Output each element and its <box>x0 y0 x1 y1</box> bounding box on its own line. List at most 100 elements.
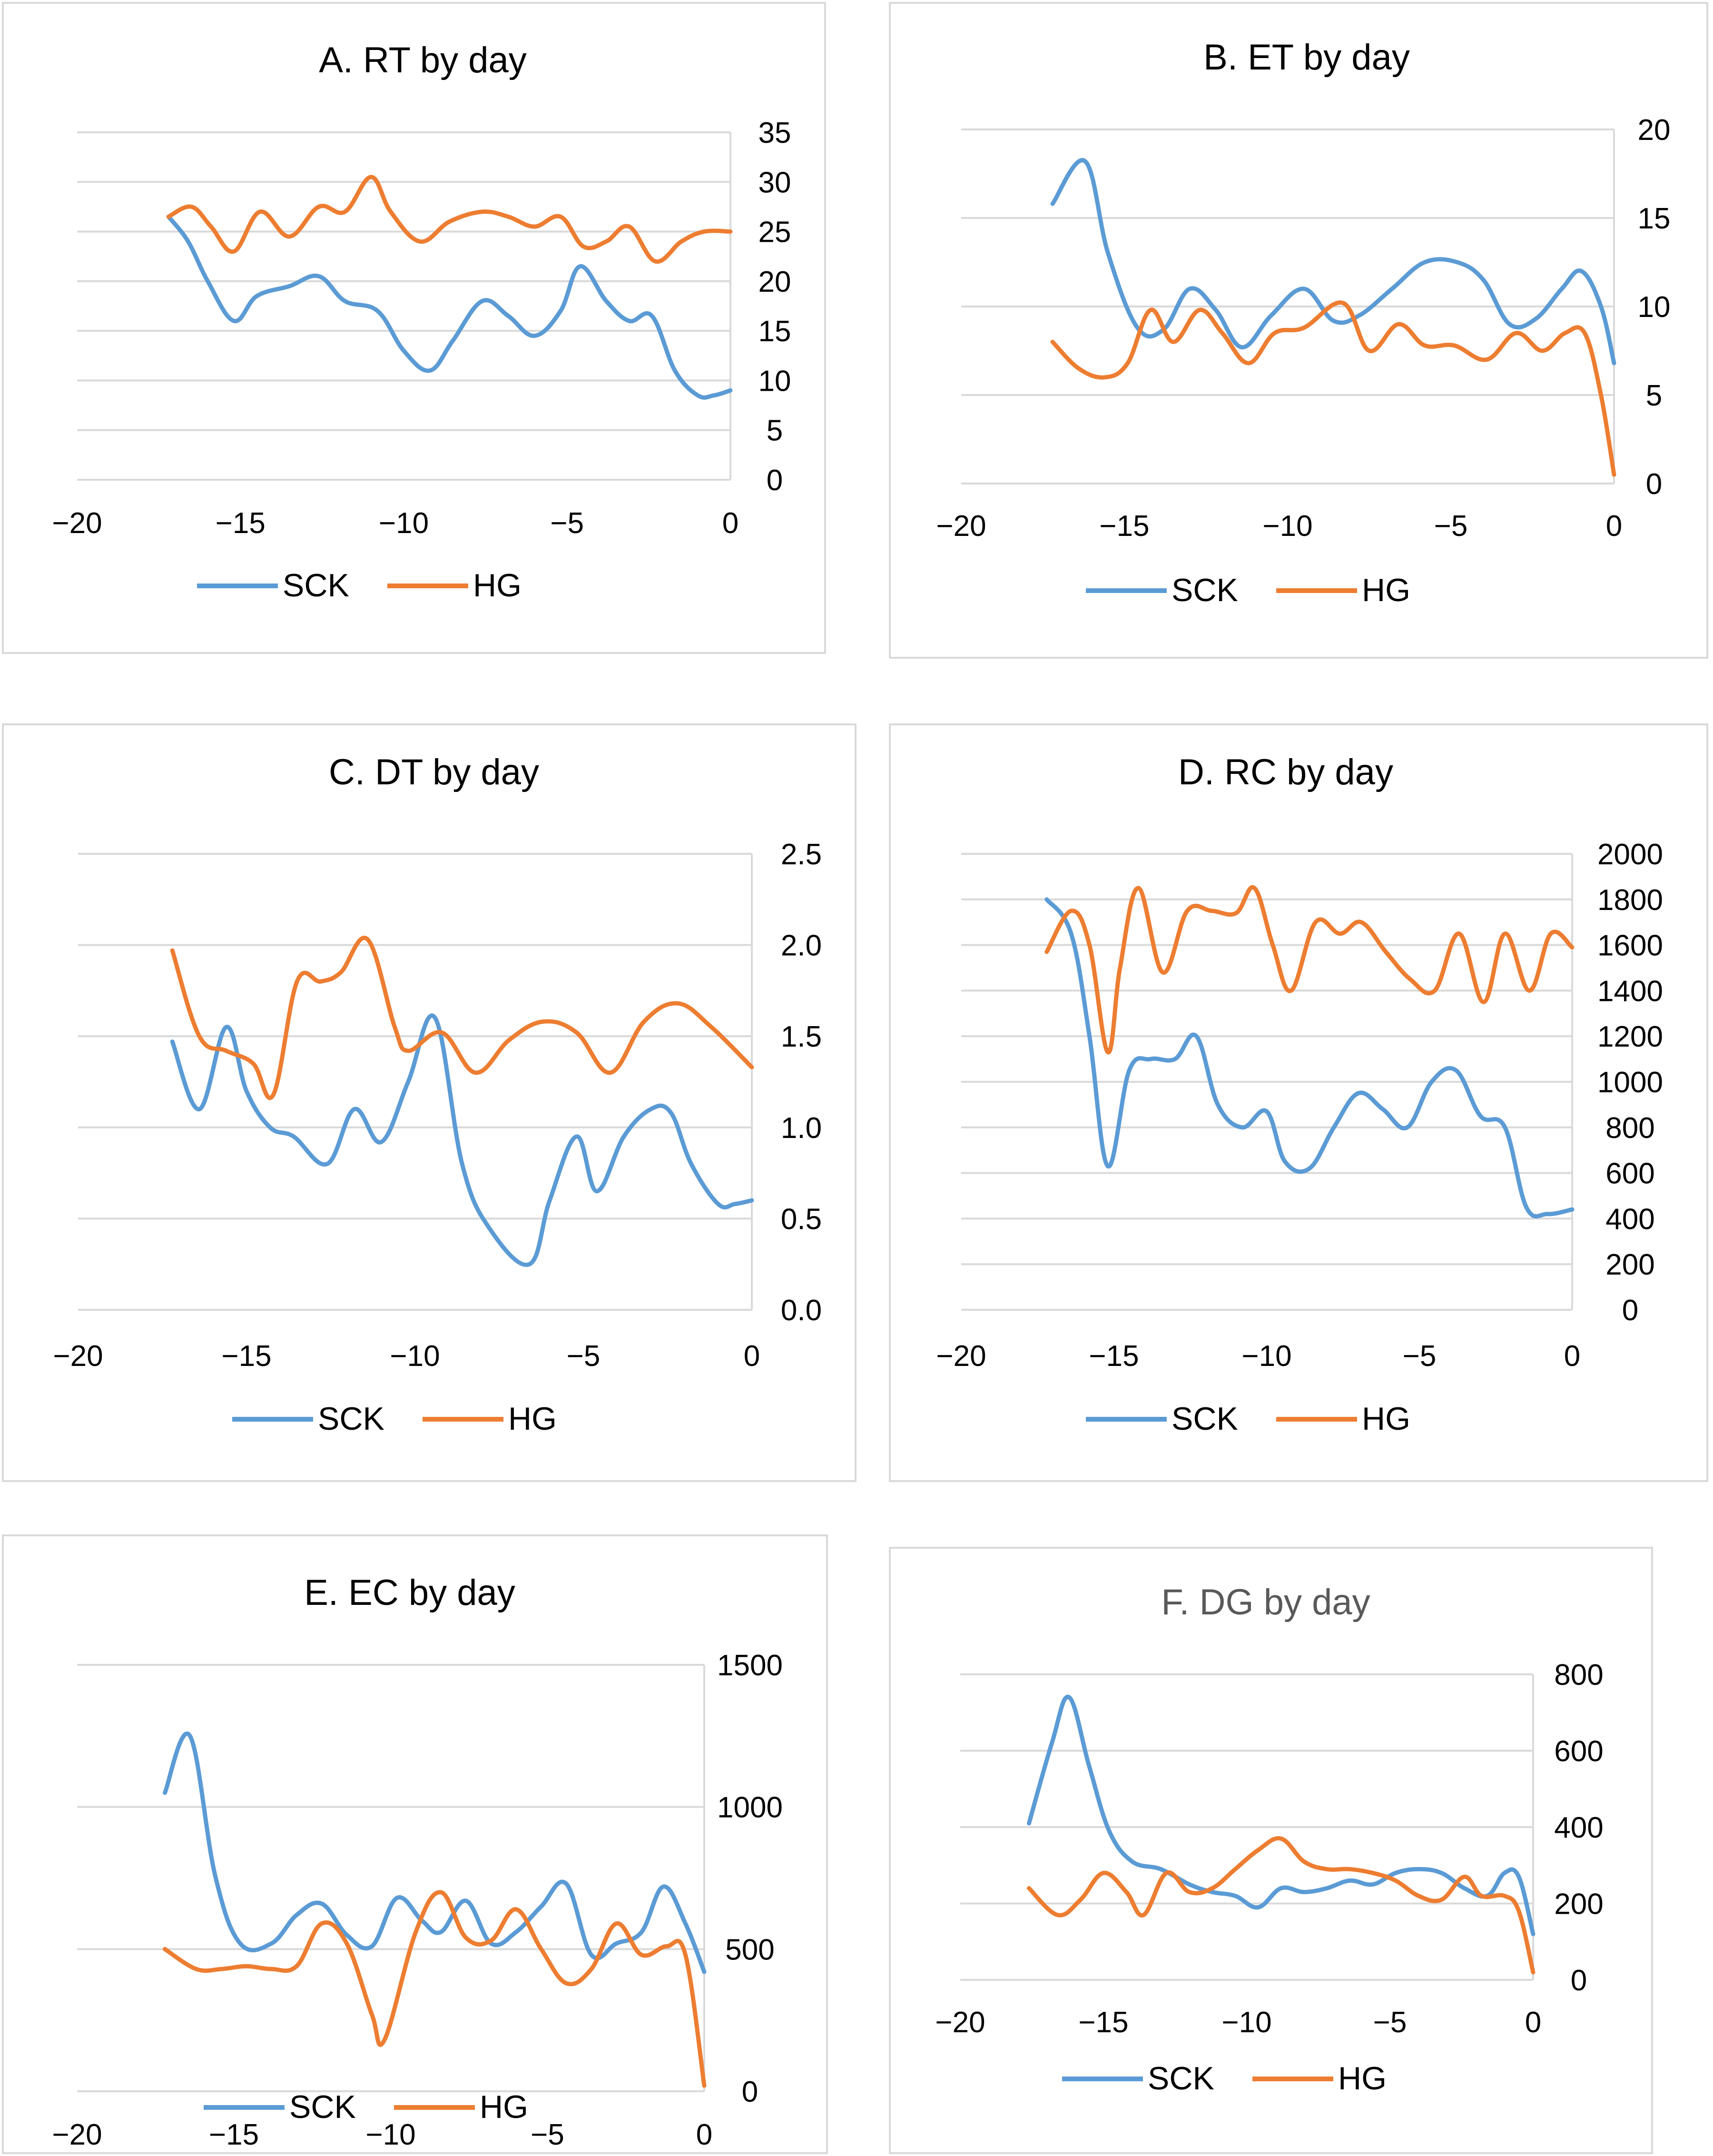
y-tick-label: 800 <box>1554 1659 1603 1691</box>
chart-svg-rc: D. RC by day 0 200 400 600 800 1000 1200 1400 160… <box>936 752 1663 1437</box>
y-tick-label: 0.5 <box>781 1203 822 1236</box>
y-tick-label: 200 <box>1605 1248 1654 1281</box>
chart-svg-rt: A. RT by day 0 5 10 15 20 25 30 35 −20 −15 −10 −5 0 SC… <box>52 40 791 603</box>
series-line-sck <box>166 214 733 400</box>
x-tick-label: −15 <box>1078 2006 1128 2039</box>
x-tick-label: 0 <box>696 2118 712 2151</box>
y-tick-label: 10 <box>758 365 791 397</box>
y-tick-label: 15 <box>1638 202 1671 235</box>
x-tick-label: −15 <box>1089 1340 1139 1373</box>
x-tick-label: −20 <box>53 1340 103 1373</box>
chart-panel-dt: C. DT by day 0.0 0.5 1.0 1.5 2.0 2.5 −20 −15 −10 −… <box>2 723 856 1482</box>
y-tick-label: 5 <box>767 415 783 447</box>
legend-label-sck: SCK <box>283 567 349 603</box>
series-line-hg <box>163 1890 707 2088</box>
y-tick-label: 600 <box>1605 1157 1654 1190</box>
chart-panel-rt: A. RT by day 0 5 10 15 20 25 30 35 −20 −15 −10 −5 0 SC… <box>2 2 826 654</box>
series-line-sck <box>1044 897 1575 1219</box>
y-tick-label: 1000 <box>717 1791 783 1824</box>
y-tick-label: 200 <box>1554 1888 1603 1921</box>
legend-label-hg: HG <box>1362 1401 1410 1437</box>
x-tick-label: −10 <box>379 507 429 540</box>
y-tick-label: 1800 <box>1597 884 1663 917</box>
legend-label-sck: SCK <box>289 2089 356 2125</box>
y-tick-label: 20 <box>1638 114 1671 147</box>
y-tick-label: 25 <box>758 216 791 249</box>
y-tick-label: 0 <box>742 2076 758 2108</box>
x-tick-label: −5 <box>1373 2006 1407 2039</box>
chart-svg-et: B. ET by day 0 5 10 15 20 −20 −15 −10 −5 0 SCK HG <box>936 37 1671 608</box>
x-tick-label: −5 <box>531 2118 564 2151</box>
y-tick-label: 30 <box>758 166 791 199</box>
x-tick-label: 0 <box>722 507 738 540</box>
series-line-hg <box>1050 300 1616 477</box>
x-tick-label: −20 <box>52 2118 102 2151</box>
y-tick-label: 0 <box>767 464 783 497</box>
legend-label-hg: HG <box>473 567 522 603</box>
chart-panel-dg: F. DG by day 0 200 400 600 800 −20 −15 −10 −5 0 SCK… <box>889 1547 1653 2154</box>
chart-svg-dt: C. DT by day 0.0 0.5 1.0 1.5 2.0 2.5 −20 −15 −10 −… <box>53 752 822 1437</box>
chart-svg-dg: F. DG by day 0 200 400 600 800 −20 −15 −10 −5 0 SCK… <box>935 1582 1603 2097</box>
x-tick-label: −10 <box>1262 510 1312 543</box>
x-tick-label: −5 <box>1403 1340 1437 1373</box>
y-tick-label: 500 <box>725 1933 774 1966</box>
series-line-hg <box>1044 885 1575 1055</box>
legend-label-sck: SCK <box>1148 2060 1214 2097</box>
legend-label-hg: HG <box>1338 2060 1387 2097</box>
x-tick-label: 0 <box>1525 2006 1541 2039</box>
x-tick-label: −10 <box>390 1340 440 1373</box>
y-tick-label: 400 <box>1605 1203 1654 1236</box>
chart-title: E. EC by day <box>304 1572 515 1613</box>
y-tick-label: 0 <box>1646 468 1662 501</box>
x-tick-label: −20 <box>935 2006 985 2039</box>
legend-label-sck: SCK <box>318 1401 384 1437</box>
chart-title: C. DT by day <box>329 752 539 792</box>
y-tick-label: 2.5 <box>781 838 822 871</box>
chart-panel-et: B. ET by day 0 5 10 15 20 −20 −15 −10 −5 0 SCK HG <box>889 2 1708 659</box>
chart-title: D. RC by day <box>1178 752 1393 792</box>
y-tick-label: 1.5 <box>781 1020 822 1053</box>
y-tick-label: 20 <box>758 266 791 298</box>
chart-title: F. DG by day <box>1161 1582 1370 1622</box>
y-tick-label: 0 <box>1622 1294 1638 1327</box>
y-tick-label: 15 <box>758 315 791 348</box>
chart-svg-ec: E. EC by day 0 500 1000 1500 −20 −15 −10 −5 0 SCK H… <box>52 1572 783 2151</box>
series-line-hg <box>166 175 733 264</box>
x-tick-label: −10 <box>1221 2006 1271 2039</box>
x-tick-label: −15 <box>1099 510 1149 543</box>
x-tick-label: −5 <box>1434 510 1468 543</box>
y-tick-label: 1.0 <box>781 1112 822 1145</box>
y-tick-label: 5 <box>1646 379 1662 412</box>
x-tick-label: −20 <box>936 510 986 543</box>
x-tick-label: −15 <box>216 507 266 540</box>
y-tick-label: 1000 <box>1597 1066 1663 1099</box>
legend-label-hg: HG <box>508 1401 557 1437</box>
x-tick-label: −15 <box>221 1340 271 1373</box>
legend-label-sck: SCK <box>1172 572 1238 608</box>
x-tick-label: −5 <box>550 507 584 540</box>
x-tick-label: −5 <box>567 1340 601 1373</box>
y-tick-label: 1200 <box>1597 1020 1663 1053</box>
chart-title: A. RT by day <box>319 40 527 80</box>
y-tick-label: 10 <box>1638 291 1671 324</box>
y-tick-label: 0.0 <box>781 1294 822 1327</box>
y-tick-label: 800 <box>1605 1112 1654 1145</box>
chart-panel-rc: D. RC by day 0 200 400 600 800 1000 1200 1400 160… <box>889 723 1708 1482</box>
series-line-sck <box>163 1731 707 1974</box>
y-tick-label: 0 <box>1571 1964 1587 1997</box>
chart-title: B. ET by day <box>1203 37 1410 78</box>
legend-label-hg: HG <box>1362 572 1410 608</box>
x-tick-label: −10 <box>1241 1340 1291 1373</box>
x-tick-label: −20 <box>936 1340 986 1373</box>
x-tick-label: 0 <box>1606 510 1622 543</box>
legend-label-hg: HG <box>480 2089 528 2125</box>
x-tick-label: −20 <box>52 507 102 540</box>
x-tick-label: −15 <box>209 2118 259 2151</box>
chart-panel-ec: E. EC by day 0 500 1000 1500 −20 −15 −10 −5 0 SCK H… <box>2 1534 828 2154</box>
legend-label-sck: SCK <box>1172 1401 1238 1437</box>
y-tick-label: 2000 <box>1597 838 1663 871</box>
x-tick-label: 0 <box>744 1340 760 1373</box>
series-line-hg <box>170 936 754 1100</box>
y-tick-label: 1500 <box>717 1649 783 1682</box>
x-tick-label: 0 <box>1564 1340 1580 1373</box>
